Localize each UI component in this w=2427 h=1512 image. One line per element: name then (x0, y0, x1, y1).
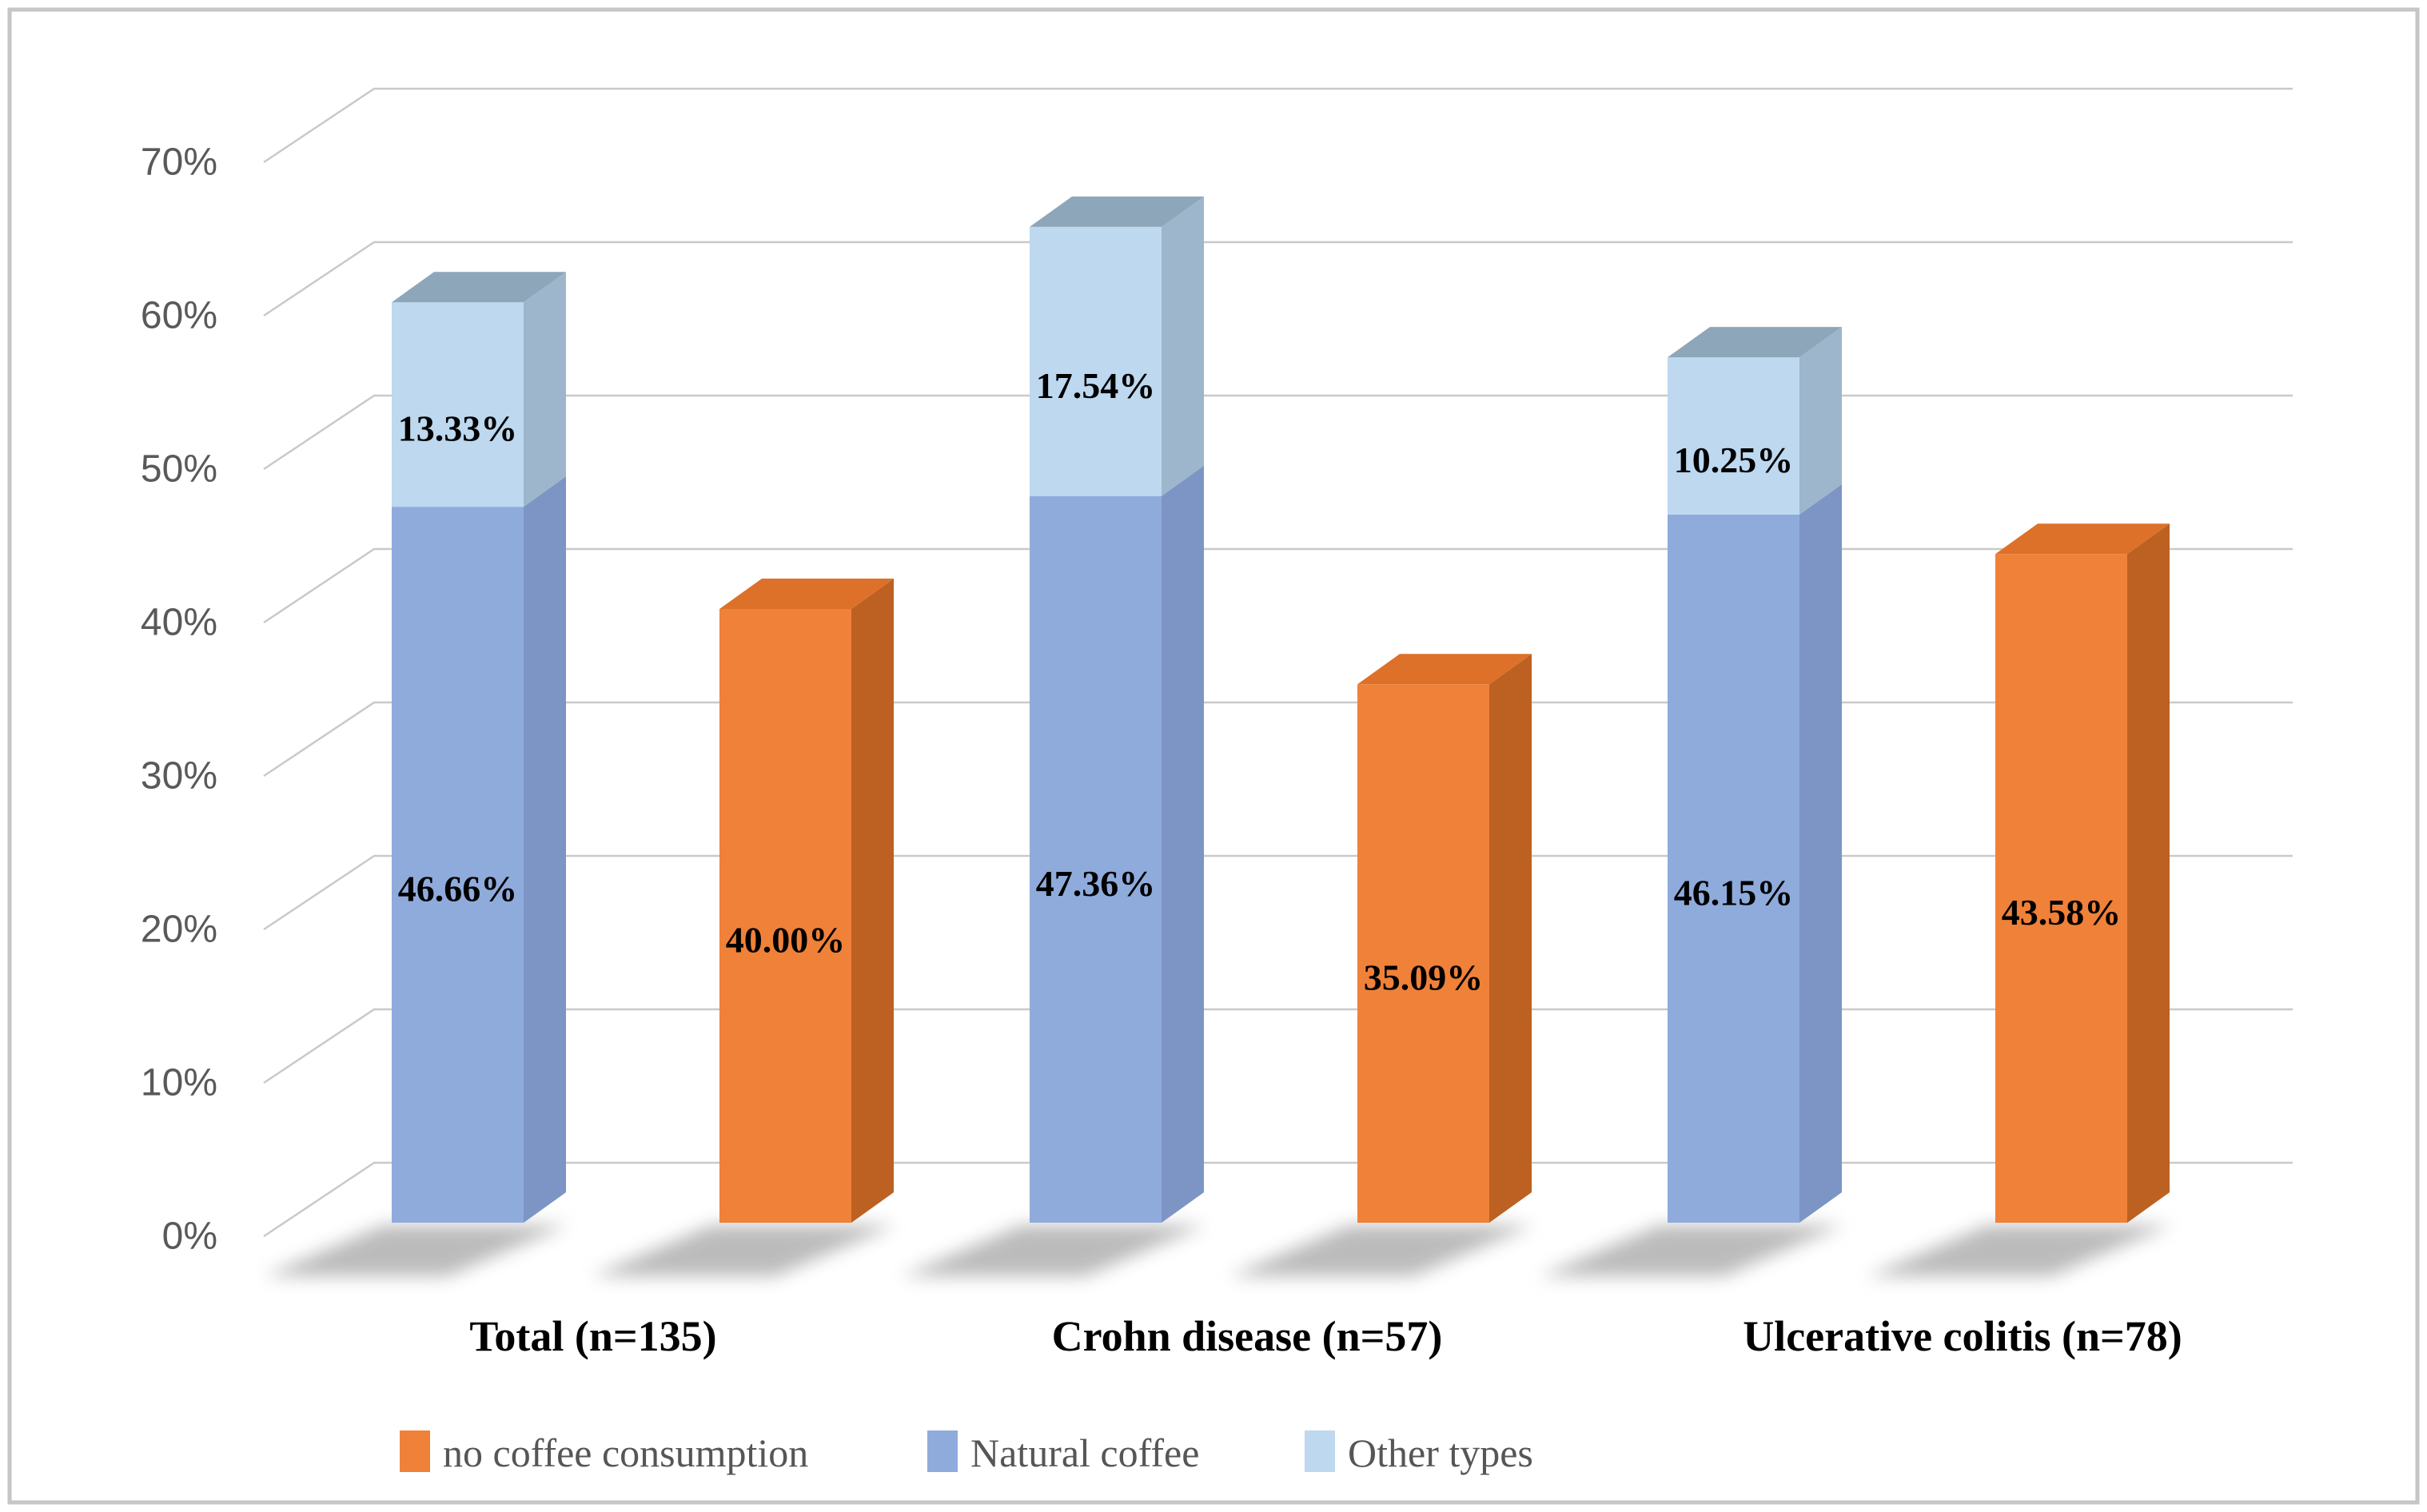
bar-shadow (1867, 1225, 2171, 1276)
bar-top-face (1668, 327, 1842, 358)
bar-data-label: 46.66% (398, 869, 518, 909)
bar-segment-front (719, 609, 851, 1223)
gridline (263, 394, 2293, 471)
legend-swatch (1305, 1430, 1335, 1472)
bar-segment-front (1030, 495, 1162, 1223)
bar-data-label: 46.15% (1674, 872, 1794, 913)
bar-data-label: 40.00% (726, 920, 846, 961)
bar-data-label: 10.25% (1674, 440, 1794, 480)
y-axis-tick: 10% (141, 1062, 217, 1104)
bar-top-face (719, 579, 894, 609)
y-axis-tick: 70% (141, 141, 217, 184)
gridline (263, 547, 2293, 624)
chart-border (7, 7, 2420, 1505)
bar-segment-side (2127, 523, 2170, 1223)
bar-top-face (392, 272, 566, 303)
bar-segment-side (1162, 196, 1204, 496)
bar-segment-side (524, 476, 566, 1223)
y-axis-tick: 20% (141, 909, 217, 951)
bar-shadows (264, 1225, 2171, 1276)
bar-top-face (1357, 654, 1532, 685)
legend-label: Natural coffee (970, 1430, 1199, 1475)
gridline (263, 1161, 2293, 1238)
y-axis-tick: 60% (141, 295, 217, 337)
gridline (263, 1008, 2293, 1084)
bars (392, 196, 2170, 1223)
y-axis-tick: 0% (162, 1216, 217, 1258)
category-label: Ulcerative colitis (n=78) (1743, 1312, 2182, 1360)
bar-shadow (592, 1225, 895, 1276)
bar-segment-side (1799, 483, 1842, 1223)
y-axis-tick: 50% (141, 448, 217, 491)
bar-segment-side (1799, 327, 1842, 515)
category-label: Crohn disease (n=57) (1052, 1312, 1443, 1360)
legend: no coffee consumption Natural coffee Other… (400, 1430, 1533, 1475)
bar-top-face (1995, 523, 2170, 555)
bar-segment-side (524, 272, 566, 507)
y-axis: 0% 10% 20% 30% 40% 50% 60% 70% (141, 141, 217, 1258)
bar-data-label: 13.33% (398, 408, 518, 449)
bar-segment-front (392, 302, 524, 507)
bar-shadow (1229, 1225, 1533, 1276)
x-axis-category-labels: Total (n=135) Crohn disease (n=57) Ulcerat… (469, 1312, 2182, 1360)
bar-top-face (1030, 196, 1204, 227)
gridline (263, 854, 2293, 931)
bar-shadow (1540, 1225, 1843, 1276)
gridline (263, 701, 2293, 778)
bar-segment-side (1162, 465, 1204, 1223)
bar-data-label: 17.54% (1036, 365, 1156, 406)
legend-label: Other types (1348, 1430, 1533, 1475)
legend-swatch (927, 1430, 958, 1472)
gridline (263, 241, 2293, 317)
y-axis-tick: 30% (141, 755, 217, 798)
bar-segment-front (392, 507, 524, 1223)
bar-segment-side (851, 579, 894, 1223)
bar-segment-front (1995, 554, 2127, 1223)
bar-segment-front (1668, 357, 1799, 515)
legend-label: no coffee consumption (443, 1430, 808, 1475)
bar-segment-front (1668, 514, 1799, 1223)
category-label: Total (n=135) (469, 1312, 716, 1360)
bar-shadow (264, 1225, 568, 1276)
legend-swatch (400, 1430, 430, 1472)
bar-segment-front (1030, 226, 1162, 496)
bar-segment-side (1489, 654, 1532, 1223)
bar-data-label: 47.36% (1036, 863, 1156, 904)
bar-data-label: 35.09% (1364, 957, 1484, 998)
gridlines (263, 87, 2293, 1238)
bar-shadow (902, 1225, 1206, 1276)
gridline (263, 87, 2293, 164)
y-axis-tick: 40% (141, 602, 217, 644)
bar-data-label: 43.58% (2002, 892, 2122, 933)
bar-segment-front (1357, 684, 1489, 1223)
data-labels: 46.66% 13.33% 40.00% 47.36% 17.54% 35.09% 46.1… (398, 365, 2122, 998)
